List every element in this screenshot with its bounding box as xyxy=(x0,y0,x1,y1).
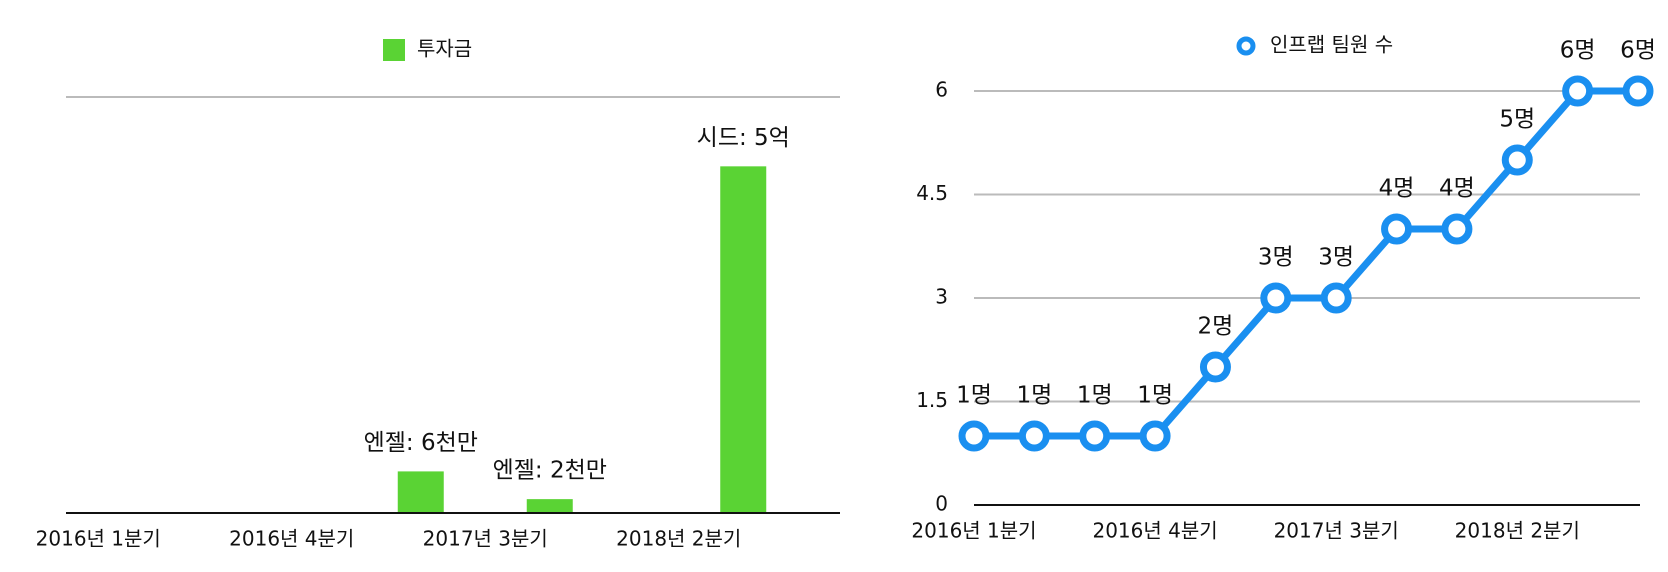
point xyxy=(1018,420,1050,452)
x-tick-label: 2018년 2분기 xyxy=(1455,519,1580,543)
point xyxy=(1381,213,1413,245)
data-label: 2명 xyxy=(1198,314,1234,340)
x-tick-label: 2017년 3분기 xyxy=(1274,519,1399,543)
data-label: 1명 xyxy=(1137,383,1173,409)
point xyxy=(1260,282,1292,314)
x-tick-label: 2017년 3분기 xyxy=(423,527,548,551)
legend-label: 인프랩 팀원 수 xyxy=(1270,33,1393,57)
data-label: 3명 xyxy=(1258,245,1294,271)
point xyxy=(1441,213,1473,245)
data-label: 6명 xyxy=(1560,38,1596,64)
data-label: 1명 xyxy=(1016,383,1052,409)
bar xyxy=(397,471,444,513)
legend-label: 투자금 xyxy=(417,37,472,61)
point xyxy=(958,420,990,452)
data-label: 4명 xyxy=(1379,176,1415,202)
x-tick-label: 2018년 2분기 xyxy=(616,527,741,551)
line xyxy=(974,87,1638,440)
y-tick-label: 1.5 xyxy=(916,388,948,412)
x-tick-label: 2016년 1분기 xyxy=(36,527,161,551)
point xyxy=(1199,351,1231,383)
point xyxy=(1562,75,1594,107)
data-label: 3명 xyxy=(1318,245,1354,271)
y-tick-label: 0 xyxy=(935,492,948,516)
x-tick-label: 2016년 1분기 xyxy=(911,519,1036,543)
data-label: 4명 xyxy=(1439,176,1475,202)
data-label: 1명 xyxy=(1077,383,1113,409)
point xyxy=(1501,144,1533,176)
data-label: 엔젤: 2천만 xyxy=(493,458,607,484)
y-tick-label: 4.5 xyxy=(916,181,948,205)
y-tick-label: 6 xyxy=(935,78,948,102)
x-tick-label: 2016년 4분기 xyxy=(1092,519,1217,543)
bar xyxy=(526,499,573,513)
data-label: 1명 xyxy=(956,383,992,409)
point xyxy=(1320,282,1352,314)
point xyxy=(1622,75,1654,107)
legend-marker xyxy=(1236,36,1256,56)
data-label: 5명 xyxy=(1499,107,1535,133)
data-label: 6명 xyxy=(1620,38,1656,64)
data-label: 엔젤: 6천만 xyxy=(364,430,478,456)
point xyxy=(1079,420,1111,452)
bar xyxy=(720,166,767,514)
point xyxy=(1139,420,1171,452)
data-label: 시드: 5억 xyxy=(697,125,790,151)
y-tick-label: 3 xyxy=(935,285,948,309)
x-tick-label: 2016년 4분기 xyxy=(229,527,354,551)
legend-swatch xyxy=(383,39,405,61)
